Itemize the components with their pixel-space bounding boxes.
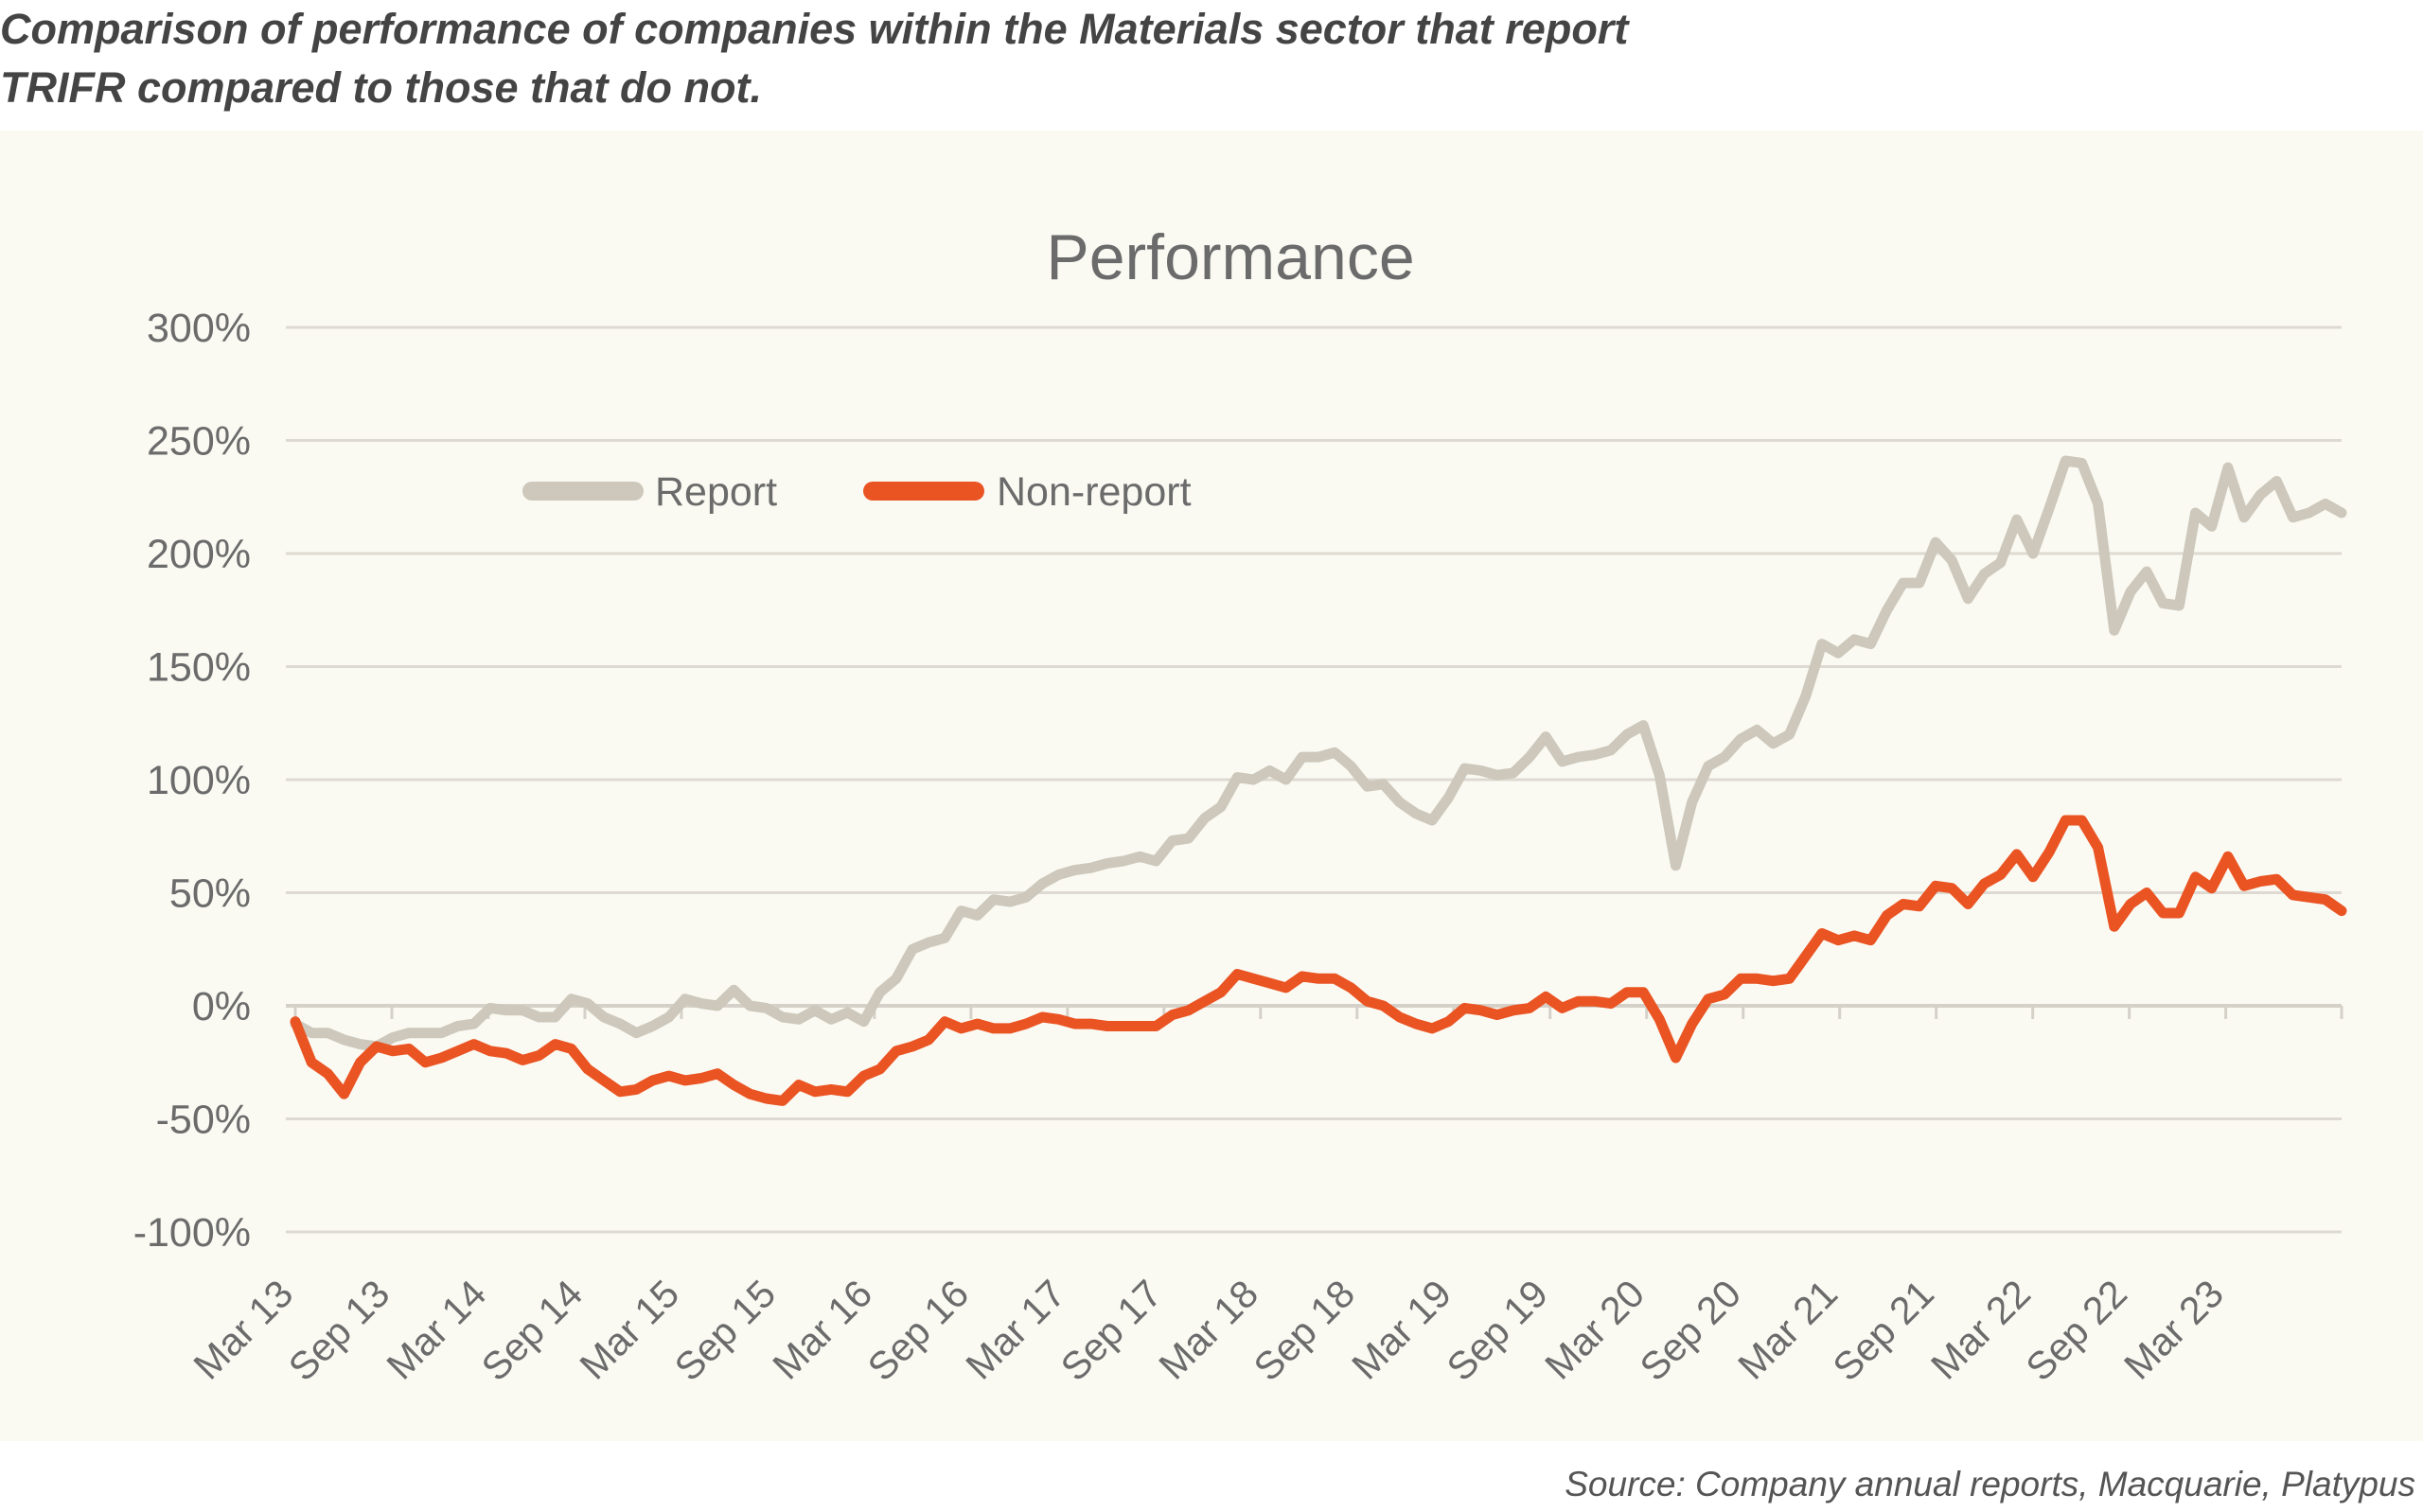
x-tick-label: Sep 20 — [1632, 1272, 1749, 1389]
x-tick-label: Mar 21 — [1729, 1272, 1846, 1388]
chart-panel: Performance 300% 250% 200% 150% 100% 50% 0% -50… — [0, 131, 2423, 1441]
x-tick-label: Sep 22 — [2018, 1272, 2135, 1389]
legend: Report Non-report — [522, 469, 1192, 515]
chart-heading-line-1: Comparison of performance of companies w… — [0, 5, 1629, 53]
y-tick-label: 200% — [147, 532, 251, 577]
grid-lines — [286, 325, 2342, 1234]
x-tick-label: Sep 15 — [666, 1272, 784, 1389]
y-tick-label: -100% — [133, 1210, 251, 1256]
series-line-report — [290, 455, 2347, 1052]
x-tick-label: Sep 18 — [1246, 1272, 1363, 1389]
chart-title: Performance — [1046, 221, 1414, 293]
x-tick-label: Mar 16 — [764, 1272, 880, 1388]
x-tick-label: Mar 17 — [957, 1272, 1073, 1388]
x-tick-label: Sep 16 — [859, 1272, 977, 1389]
y-axis-tick-labels: 300% 250% 200% 150% 100% 50% 0% -50% -100% — [133, 306, 251, 1256]
x-tick-label: Sep 13 — [280, 1272, 398, 1389]
source-note: Source: Company annual reports, Macquari… — [1565, 1465, 2415, 1503]
y-tick-label: 250% — [147, 419, 251, 465]
y-tick-label: 100% — [147, 758, 251, 803]
x-tick-label: Mar 18 — [1150, 1272, 1266, 1388]
performance-chart: Performance 300% 250% 200% 150% 100% 50% 0% -50… — [133, 221, 2347, 1389]
y-tick-label: 150% — [147, 645, 251, 691]
series-line-non-report — [290, 815, 2347, 1106]
y-tick-label: 0% — [192, 984, 251, 1029]
x-tick-label: Mar 15 — [572, 1272, 688, 1388]
chart-heading-line-2: TRIFR compared to those that do not. — [0, 63, 762, 112]
y-tick-label: -50% — [156, 1098, 251, 1143]
legend-label: Non-report — [997, 469, 1192, 515]
chart-heading: Comparison of performance of companies w… — [0, 0, 1988, 117]
legend-label: Report — [655, 469, 777, 515]
x-tick-label: Mar 14 — [379, 1272, 495, 1388]
x-tick-label: Mar 19 — [1343, 1272, 1459, 1388]
x-tick-label: Mar 22 — [1922, 1272, 2039, 1388]
y-tick-label: 300% — [147, 306, 251, 351]
x-tick-label: Sep 17 — [1052, 1272, 1170, 1389]
x-tick-label: Sep 14 — [473, 1272, 591, 1389]
x-tick-label: Mar 23 — [2115, 1272, 2232, 1388]
series-lines — [290, 455, 2347, 1106]
y-tick-label: 50% — [169, 871, 251, 917]
x-tick-label: Mar 13 — [186, 1272, 302, 1388]
x-tick-label: Mar 20 — [1536, 1272, 1653, 1388]
x-tick-label: Sep 21 — [1825, 1272, 1942, 1389]
x-tick-label: Sep 19 — [1439, 1272, 1556, 1389]
